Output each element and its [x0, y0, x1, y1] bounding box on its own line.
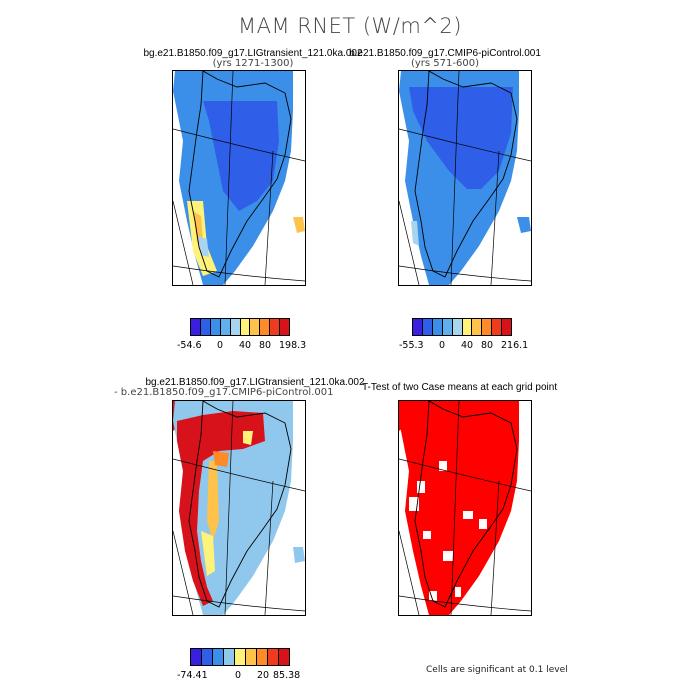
colorbar-top-right: [412, 318, 512, 336]
greenland-map-top-left: [173, 71, 305, 285]
colorbar-swatch: [224, 649, 235, 665]
colorbar-label: 216.1: [501, 340, 529, 351]
colorbar-swatch: [413, 319, 423, 335]
colorbar-swatch: [191, 319, 201, 335]
colorbar-swatch: [257, 649, 268, 665]
colorbar-label: 198.3: [279, 340, 307, 351]
colorbar-swatch: [482, 319, 493, 335]
colorbar-bottom-left: [190, 648, 290, 666]
significance-note: Cells are significant at 0.1 level: [426, 665, 568, 675]
colorbar-swatch: [280, 319, 290, 335]
colorbar-swatch: [462, 319, 473, 335]
map-panel-top-left: [172, 70, 306, 286]
colorbar-swatch: [442, 319, 453, 335]
colorbar-swatch: [502, 319, 512, 335]
colorbar-label: 0: [439, 340, 446, 351]
colorbar-label: 20: [257, 670, 270, 681]
colorbar-swatch: [422, 319, 433, 335]
map-panel-bottom-right: [398, 400, 532, 616]
greenland-map-top-right: [399, 71, 531, 285]
panel-title-bottom-right: T-Test of two Case means at each grid po…: [362, 382, 558, 393]
colorbar-label: -55.3: [399, 340, 424, 351]
colorbar-swatch: [200, 319, 211, 335]
panel-subtitle-top-right: (yrs 571-600): [410, 58, 479, 69]
colorbar-swatch: [492, 319, 503, 335]
colorbar-swatch: [191, 649, 202, 665]
colorbar-label: 80: [259, 340, 272, 351]
colorbar-swatch: [246, 649, 257, 665]
colorbar-labels-top-right: -55.3 0 40 80 216.1: [397, 340, 529, 352]
colorbar-swatch: [472, 319, 483, 335]
significance-map-bottom-right: [399, 401, 531, 615]
colorbar-swatch: [240, 319, 251, 335]
colorbar-label: -74.41: [177, 670, 208, 681]
map-panel-top-right: [398, 70, 532, 286]
colorbar-swatch: [220, 319, 231, 335]
panel-title-top-right: b.e21.B1850.f09_g17.CMIP6-piControl.001: [349, 48, 541, 59]
colorbar-swatch: [230, 319, 241, 335]
colorbar-label: 0: [235, 670, 242, 681]
colorbar-swatch: [452, 319, 463, 335]
colorbar-labels-top-left: -54.6 0 40 80 198.3: [175, 340, 307, 352]
colorbar-swatch: [250, 319, 261, 335]
colorbar-label: 40: [461, 340, 474, 351]
panel-subtitle-bottom-left: - b.e21.B1850.f09_g17.CMIP6-piControl.00…: [114, 387, 334, 398]
figure-title: MAM RNET (W/m^2): [238, 14, 462, 38]
panel-subtitle-top-left: (yrs 1271-1300): [212, 58, 294, 69]
colorbar-swatch: [279, 649, 289, 665]
panel-title-top-left: bg.e21.B1850.f09_g17.LIGtransient_121.0k…: [143, 48, 363, 59]
colorbar-swatch: [432, 319, 443, 335]
colorbar-swatch: [270, 319, 281, 335]
colorbar-swatch: [268, 649, 279, 665]
colorbar-label: 40: [239, 340, 252, 351]
panel-title-bottom-left: bg.e21.B1850.f09_g17.LIGtransient_121.0k…: [145, 377, 365, 388]
colorbar-swatch: [235, 649, 246, 665]
colorbar-label: 80: [481, 340, 494, 351]
map-panel-bottom-left: [172, 400, 306, 616]
colorbar-labels-bottom-left: -74.41 0 20 85.38: [175, 670, 315, 682]
colorbar-label: -54.6: [177, 340, 202, 351]
greenland-map-bottom-left: [173, 401, 305, 615]
colorbar-swatch: [202, 649, 213, 665]
colorbar-label: 0: [217, 340, 224, 351]
colorbar-top-left: [190, 318, 290, 336]
colorbar-swatch: [213, 649, 224, 665]
colorbar-label: 85.38: [273, 670, 301, 681]
colorbar-swatch: [260, 319, 271, 335]
colorbar-swatch: [210, 319, 221, 335]
